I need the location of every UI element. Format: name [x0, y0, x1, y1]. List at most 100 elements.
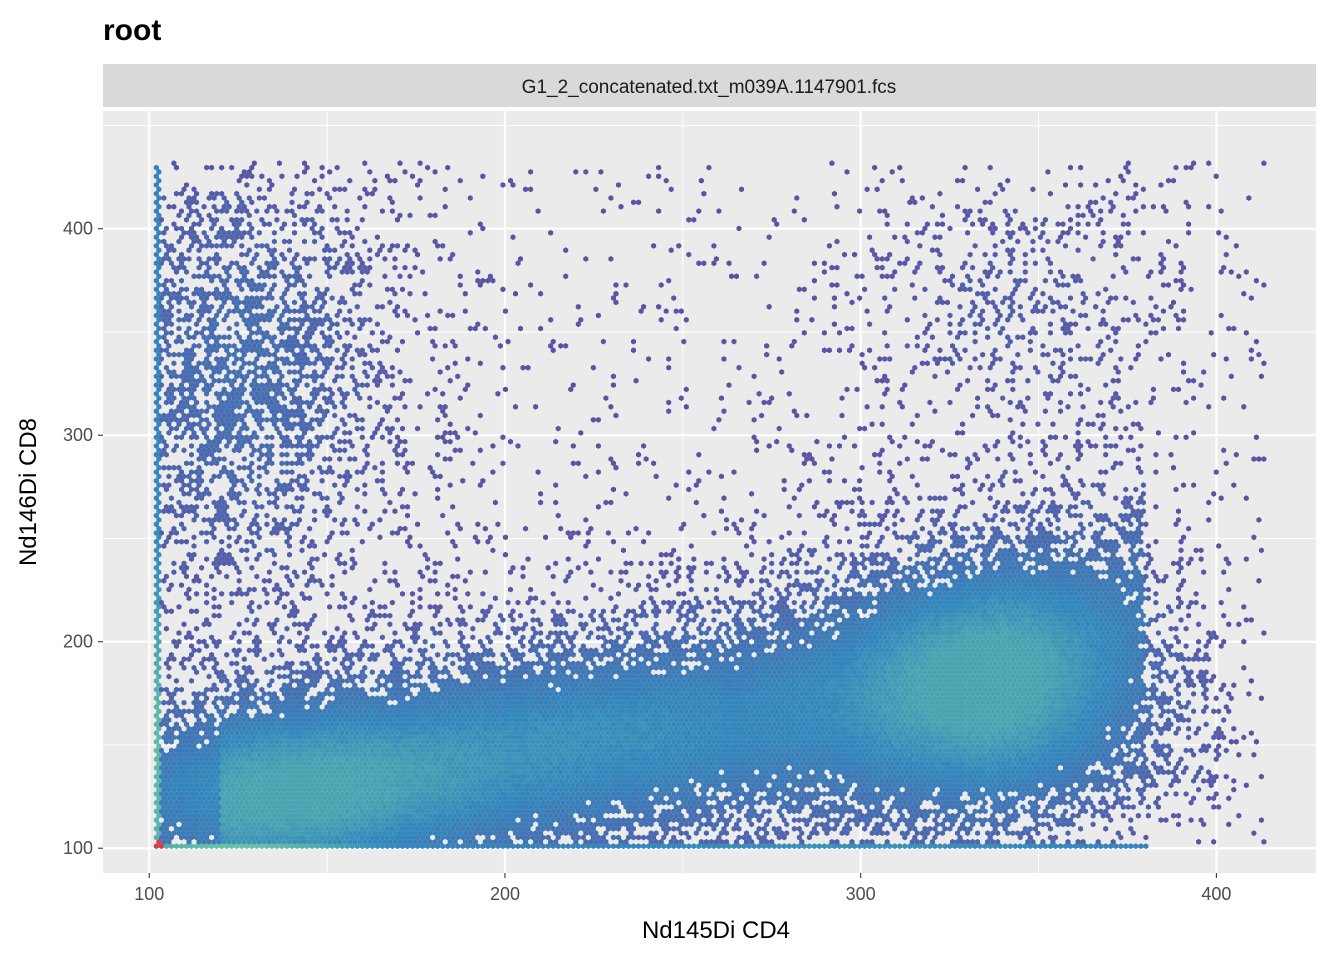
hex-cell: [791, 825, 797, 832]
hex-cell: [477, 830, 483, 836]
hex-cell: [676, 843, 682, 850]
hex-cell: [440, 843, 446, 850]
hex-cell: [337, 830, 343, 836]
hex-cell: [892, 843, 898, 850]
hex-cell: [726, 843, 732, 850]
hex-cell: [626, 834, 631, 841]
hex-cell: [553, 838, 559, 845]
hex-cell: [369, 843, 375, 850]
hex-cell: [909, 838, 915, 845]
hex-cell: [460, 825, 466, 832]
hex-cell: [826, 843, 832, 850]
hex-cell: [349, 834, 355, 841]
hex-cell: [1251, 830, 1257, 836]
hex-cell: [1093, 843, 1099, 850]
hex-cell: [1027, 834, 1033, 841]
hex-cell: [369, 834, 375, 841]
hex-cell: [746, 843, 752, 850]
hex-cell: [382, 830, 388, 836]
hex-cell: [671, 834, 677, 841]
hex-cell: [821, 825, 827, 832]
hex-cell: [153, 825, 159, 832]
hex-cell: [671, 843, 677, 850]
hex-cell: [337, 821, 343, 828]
hex-cell: [470, 825, 476, 832]
hex-cell: [781, 834, 787, 841]
hex-cell: [995, 830, 1001, 836]
hex-cell: [332, 830, 338, 836]
hex-cell: [184, 843, 189, 850]
hex-cell: [641, 843, 647, 850]
hex-cell: [568, 830, 574, 836]
hex-cell: [359, 834, 365, 841]
hex-cell: [327, 830, 333, 836]
hex-cell: [264, 825, 270, 832]
hex-cell: [425, 825, 431, 832]
hex-cell: [194, 834, 200, 841]
hex-cell: [495, 834, 501, 841]
hex-cell: [349, 843, 355, 850]
hex-cell: [435, 843, 441, 850]
hex-cell: [294, 825, 300, 832]
hex-cell: [171, 830, 177, 836]
hex-cell: [907, 825, 913, 832]
hex-cell: [862, 843, 868, 850]
hex-cell: [1088, 843, 1094, 850]
hex-cell: [226, 838, 232, 845]
hex-cell: [422, 830, 428, 836]
hex-cell: [806, 834, 812, 841]
hex-cell: [497, 838, 503, 845]
hex-cell: [570, 843, 576, 850]
hex-cell: [279, 843, 285, 850]
hex-cell: [249, 834, 255, 841]
hex-cell: [500, 834, 506, 841]
hex-cell: [415, 834, 421, 841]
hex-cell: [849, 838, 855, 845]
hex-cell: [384, 825, 390, 832]
hex-cell: [902, 843, 908, 850]
hex-cell: [651, 834, 657, 841]
hex-cell: [975, 838, 981, 845]
hex-cell: [492, 838, 498, 845]
hex-cell: [379, 825, 385, 832]
hex-cell: [862, 825, 868, 832]
hex-cell: [831, 825, 837, 832]
hex-cell: [796, 843, 802, 850]
hex-cell: [254, 825, 260, 832]
hex-cell: [962, 825, 968, 832]
hex-cell: [1017, 834, 1023, 841]
hex-cell: [573, 838, 579, 845]
hex-cell: [209, 825, 215, 832]
hex-cell: [826, 825, 832, 832]
hex-cell: [482, 838, 488, 845]
hex-cell: [389, 825, 395, 832]
hex-cell: [515, 825, 521, 832]
hex-cell: [1138, 843, 1144, 850]
hex-cell: [927, 843, 933, 850]
hex-cell: [294, 843, 300, 850]
hex-cell: [967, 825, 973, 832]
hex-cell: [520, 843, 526, 850]
hex-cell: [219, 834, 225, 841]
hex-cell: [216, 821, 222, 828]
hex-cell: [435, 825, 441, 832]
hex-cell: [379, 843, 385, 850]
hex-cell: [769, 838, 775, 845]
hex-cell: [342, 830, 348, 836]
hex-cell: [523, 830, 529, 836]
hex-cell: [899, 830, 905, 836]
hex-cell: [490, 843, 496, 850]
hex-cell: [327, 838, 333, 845]
hex-cell: [518, 830, 523, 836]
hex-cell: [271, 838, 277, 845]
hex-cell: [671, 825, 677, 832]
hex-cell: [914, 838, 920, 845]
hex-cell: [658, 838, 664, 845]
hex-cell: [595, 843, 601, 850]
hex-cell: [907, 843, 913, 850]
hex-cell: [530, 834, 536, 841]
hex-cell: [510, 825, 516, 832]
hex-cell: [887, 843, 893, 850]
hex-cell: [480, 825, 486, 832]
hex-cell: [784, 830, 790, 836]
